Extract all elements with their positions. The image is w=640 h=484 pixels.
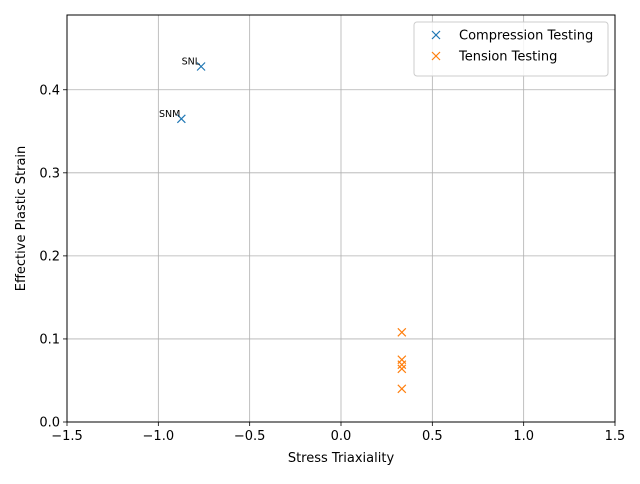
point-annotation: SNL <box>182 56 201 67</box>
y-tick-label: 0.0 <box>39 416 60 431</box>
grid-layer <box>66 15 616 423</box>
ticks-layer: −1.5 −1.0 −0.5 0.0 0.5 1.0 1.5 0.0 0.1 0.2 0.3 0.4 <box>39 83 625 444</box>
data-point <box>397 327 407 337</box>
annotation-layer: SNL SNM <box>159 56 201 119</box>
legend-marker <box>431 51 441 61</box>
data-point <box>196 62 206 71</box>
legend: Compression Testing Tension Testing <box>413 21 609 77</box>
y-tick-label: 0.4 <box>39 83 60 98</box>
point-annotation: SNM <box>159 109 180 120</box>
x-tick-label: −1.5 <box>51 429 83 444</box>
points-layer <box>176 62 407 394</box>
legend-marker <box>431 30 441 40</box>
y-axis-label: Effective Plastic Strain <box>14 146 29 292</box>
legend-entry-label: Tension Testing <box>458 50 557 65</box>
data-point <box>397 384 407 394</box>
x-tick-label: −0.5 <box>234 429 266 444</box>
data-point <box>176 114 186 124</box>
legend-entry-label: Compression Testing <box>459 29 593 44</box>
data-point <box>397 360 407 370</box>
y-tick-label: 0.2 <box>39 249 60 264</box>
legend-box <box>413 21 609 77</box>
x-axis-label: Stress Triaxiality <box>288 451 395 466</box>
y-tick-label: 0.1 <box>39 332 60 347</box>
y-tick-label: 0.3 <box>39 166 60 181</box>
x-tick-label: 1.0 <box>513 429 534 444</box>
x-tick-label: 1.5 <box>605 429 626 444</box>
data-point <box>397 364 407 374</box>
x-tick-label: 0.0 <box>331 429 352 444</box>
x-tick-label: 0.5 <box>422 429 443 444</box>
x-tick-label: −1.0 <box>143 429 175 444</box>
